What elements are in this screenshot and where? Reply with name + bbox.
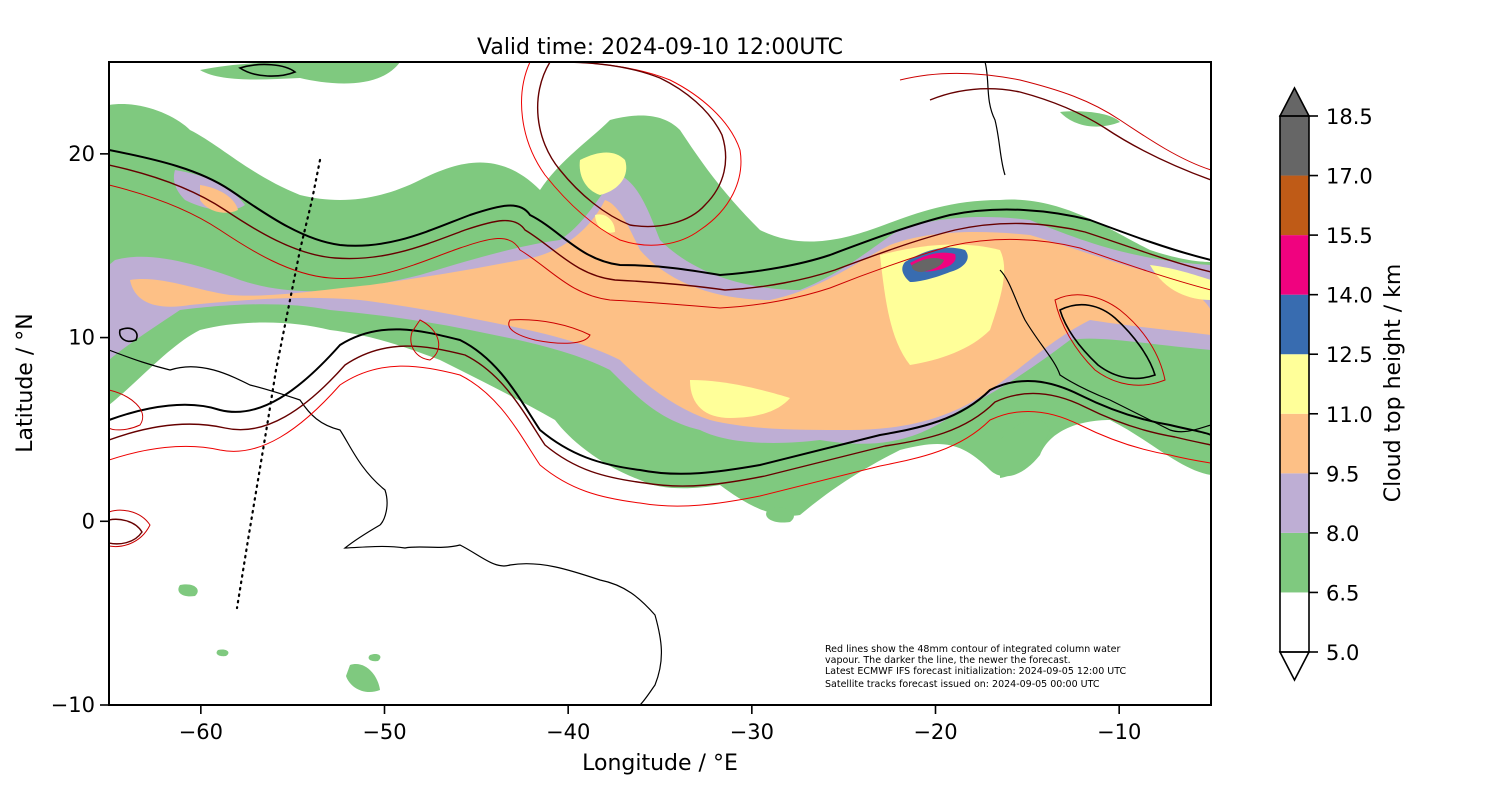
colorbar-segment	[1280, 592, 1309, 652]
colorbar: 5.0 6.5 8.0 9.5 11.0 12.5 14.0 15.5 17.0 18.5	[1278, 86, 1373, 682]
colorbar-segment	[1280, 354, 1309, 414]
y-axis-label: Latitude / °N	[13, 313, 38, 452]
map-frame	[108, 61, 1212, 706]
cloud-fill-layer	[109, 62, 1211, 693]
note-line: Satellite tracks forecast issued on: 202…	[825, 679, 1100, 690]
colorbar-segment	[1280, 294, 1309, 355]
chart-title: Valid time: 2024-09-10 12:00UTC	[477, 35, 843, 60]
note-line: Latest ECMWF IFS forecast initialization…	[825, 666, 1126, 677]
y-tick-label: −10	[51, 693, 95, 717]
colorbar-extend-min	[1278, 651, 1311, 682]
x-axis-label: Longitude / °E	[582, 751, 738, 776]
colorbar-segment	[1280, 532, 1309, 593]
colorbar-tick-label: 9.5	[1326, 462, 1359, 486]
x-tick-label: −50	[362, 720, 406, 744]
x-tick-label: −10	[1097, 720, 1141, 744]
colorbar-segment	[1280, 235, 1309, 295]
colorbar-label: Cloud top height / km	[1381, 264, 1406, 503]
colorbar-segment	[1280, 413, 1309, 474]
forecast-note: Red lines show the 48mm contour of integ…	[825, 644, 1126, 690]
colorbar-extend-max	[1278, 86, 1311, 117]
colorbar-frame	[1279, 115, 1310, 653]
colorbar-tick-label: 18.5	[1326, 105, 1373, 129]
colorbar-tick-label: 8.0	[1326, 522, 1359, 546]
x-tick-label: −20	[913, 720, 957, 744]
colorbar-segment	[1280, 116, 1309, 176]
colorbar-tick-label: 17.0	[1326, 165, 1373, 189]
cloud-band-15p5	[911, 257, 944, 272]
colorbar-tick-label: 14.0	[1326, 284, 1373, 308]
y-tick-label: 10	[68, 326, 95, 350]
coastline-layer	[109, 62, 1211, 705]
colorbar-tick-label: 5.0	[1326, 641, 1359, 665]
colorbar-tick-label: 11.0	[1326, 403, 1373, 427]
colorbar-tick-label: 12.5	[1326, 343, 1373, 367]
iwv-contour-latest	[109, 149, 1211, 277]
x-tick-label: −40	[546, 720, 590, 744]
y-axis: −10 0 10 20	[51, 142, 109, 717]
colorbar-segment	[1280, 175, 1309, 236]
note-line: vapour. The darker the line, the newer t…	[825, 655, 1071, 666]
note-line: Red lines show the 48mm contour of integ…	[825, 644, 1120, 655]
y-tick-label: 0	[82, 509, 95, 533]
satellite-track	[235, 158, 322, 610]
iwv-contour-layer	[109, 62, 1211, 547]
x-tick-label: −30	[730, 720, 774, 744]
x-tick-label: −60	[179, 720, 223, 744]
x-axis: −60 −50 −40 −30 −20 −10	[179, 705, 1141, 744]
colorbar-tick-label: 6.5	[1326, 581, 1359, 605]
y-tick-label: 20	[68, 142, 95, 166]
colorbar-tick-label: 15.5	[1326, 224, 1373, 248]
iwv-contour-latest-south	[109, 328, 1211, 475]
map-area: Red lines show the 48mm contour of integ…	[108, 61, 1212, 706]
colorbar-segment	[1280, 473, 1309, 533]
